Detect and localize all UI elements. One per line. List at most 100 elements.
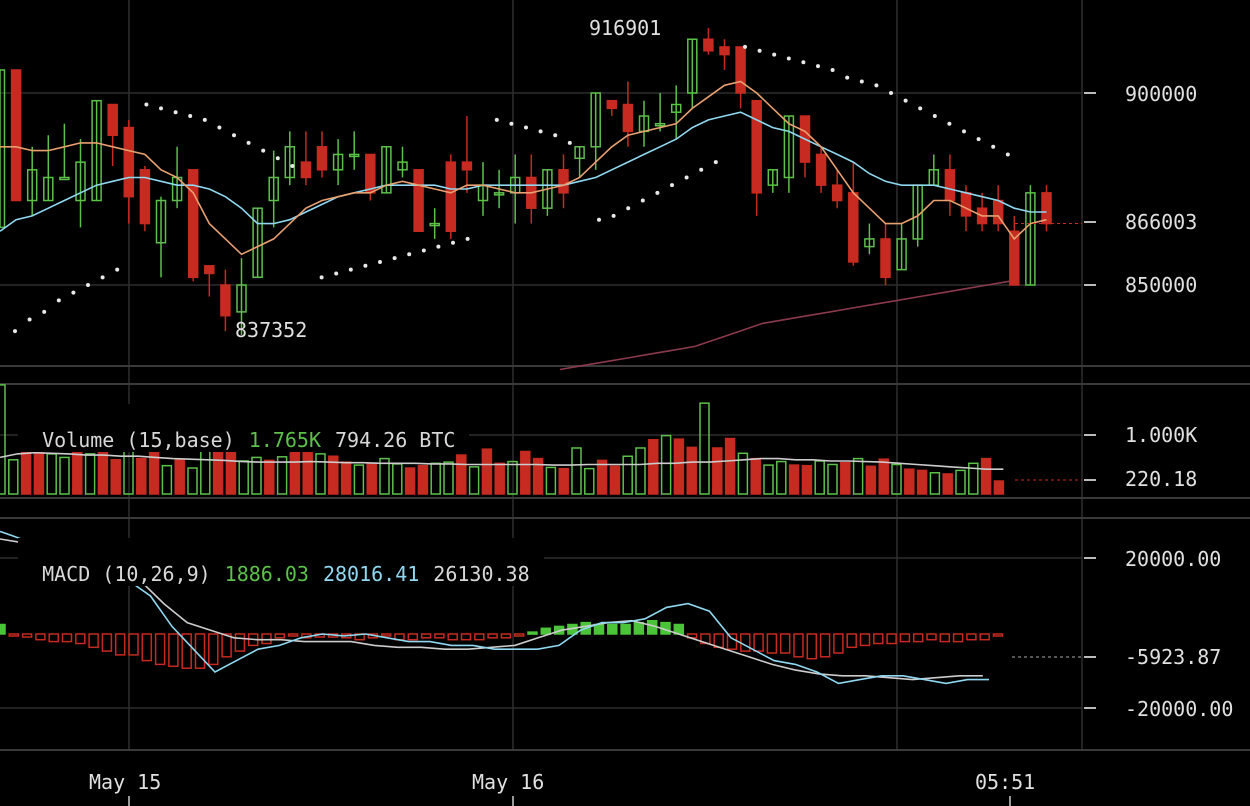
sar-dot — [903, 98, 908, 103]
volume-panel[interactable] — [0, 384, 1082, 495]
candle-body — [268, 176, 279, 202]
volume-value-2: 794.26 BTC — [335, 428, 456, 452]
candle-body — [719, 46, 730, 56]
macd-histogram-bar — [633, 621, 645, 635]
volume-bar — [507, 460, 518, 495]
volume-bar — [46, 453, 57, 495]
sar-dot — [290, 163, 295, 168]
candle-body — [381, 146, 392, 194]
sar-dot — [334, 271, 339, 276]
macd-hist-value: 1886.03 — [224, 562, 309, 586]
candle-body — [703, 38, 714, 52]
sar-dot — [232, 133, 236, 138]
candle-body — [300, 161, 312, 179]
sar-dot — [553, 133, 558, 138]
sar-dot — [845, 75, 850, 80]
volume-bar — [737, 452, 749, 495]
macd-histogram-bar — [833, 633, 844, 654]
sar-dot — [816, 64, 820, 69]
sar-dot — [713, 160, 718, 165]
volume-bar — [353, 464, 365, 495]
volume-bar — [392, 463, 403, 495]
macd-histogram-bar — [966, 633, 977, 641]
candle-body — [831, 184, 843, 202]
candle-body — [751, 99, 762, 194]
price-ytick-900000: 900000 — [1125, 82, 1198, 106]
volume-bar — [251, 456, 262, 495]
volume-value-1: 1.765K — [248, 428, 321, 452]
candle-body — [1041, 192, 1052, 225]
volume-bar — [942, 473, 953, 495]
candle-body — [574, 146, 585, 160]
candle-body — [944, 169, 956, 202]
candle-body — [670, 103, 682, 113]
sar-dot — [173, 110, 178, 115]
volume-bar — [187, 467, 198, 495]
volume-ma-line — [0, 451, 1004, 471]
macd-histogram-bar — [420, 633, 432, 639]
macd-histogram-bar — [779, 633, 791, 654]
sar-dot — [363, 263, 368, 268]
sar-dot — [86, 283, 90, 287]
candle-body — [348, 153, 360, 158]
macd-histogram-bar — [819, 633, 831, 658]
sar-dot — [538, 129, 543, 134]
candle-body — [413, 169, 424, 232]
sar-dot — [261, 148, 266, 153]
macd-indicator-label: MACD (10,26,9) — [42, 562, 211, 586]
sar-dot — [859, 79, 864, 84]
sar-dot — [757, 48, 762, 53]
sar-dot — [202, 117, 207, 122]
volume-bar — [404, 467, 416, 495]
candle-body — [767, 169, 779, 186]
macd-histogram-bar — [607, 623, 618, 635]
volume-bar — [814, 460, 825, 495]
candle-body — [332, 153, 344, 171]
sar-dot — [786, 56, 791, 61]
volume-bar — [481, 448, 493, 495]
macd-header: MACD (10,26,9) 1886.03 28016.41 26130.38 — [18, 538, 544, 586]
candle-body — [91, 99, 102, 202]
macd-histogram-bar — [287, 633, 299, 637]
sar-dot — [56, 298, 61, 303]
macd-histogram-bar — [128, 633, 139, 656]
macd-histogram-bar — [208, 633, 219, 666]
sar-dot — [115, 267, 120, 272]
volume-bar — [648, 438, 659, 495]
macd-histogram-bar — [593, 623, 605, 635]
macd-histogram-bar — [753, 633, 764, 652]
candle-body — [220, 284, 231, 317]
sma-long-line — [559, 280, 1011, 371]
macd-histogram-bar — [21, 633, 33, 638]
sar-dot — [378, 259, 382, 264]
sar-dot — [611, 213, 616, 218]
xtick-current-time: 05:51 — [975, 770, 1036, 794]
macd-histogram-bar — [793, 633, 804, 658]
volume-bar — [59, 456, 70, 495]
candle-body — [815, 153, 827, 186]
candle-body — [107, 103, 118, 136]
sar-dot — [991, 144, 996, 149]
volume-bar — [584, 467, 595, 495]
macd-panel[interactable] — [0, 530, 1082, 685]
volume-ytick-1000k: 1.000K — [1125, 423, 1198, 447]
volume-bar — [225, 451, 237, 495]
sar-dot — [801, 60, 806, 65]
volume-current-label: 220.18 — [1125, 467, 1198, 491]
macd-ytick-neg20000: -20000.00 — [1125, 697, 1234, 721]
macd-histogram-bar — [766, 633, 778, 654]
volume-bar — [520, 450, 531, 495]
sar-dot — [874, 83, 879, 88]
price-panel[interactable] — [0, 28, 1082, 371]
sar-dot — [567, 140, 572, 145]
macd-histogram-bar — [447, 633, 458, 641]
candle-body — [445, 161, 457, 232]
sar-dot — [597, 217, 601, 222]
macd-histogram-bar — [48, 633, 59, 643]
candle-body — [461, 161, 473, 171]
sma-fast-line — [0, 80, 1047, 256]
macd-histogram-bar — [540, 627, 552, 635]
candle-body — [429, 222, 440, 227]
macd-histogram-bar — [806, 633, 818, 660]
